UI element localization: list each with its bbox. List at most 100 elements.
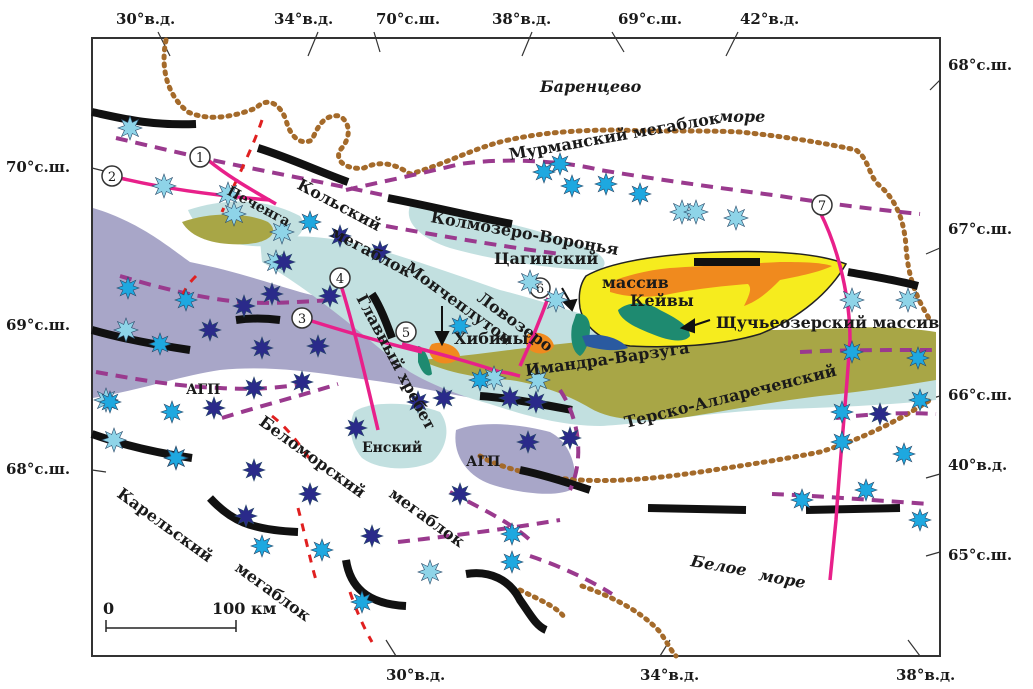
star-marker-light-icon	[669, 199, 695, 225]
star-marker-light-icon	[215, 181, 241, 207]
label-barents-1: Баренцево	[539, 77, 642, 96]
keivy-orange-bands	[610, 262, 832, 306]
profile-number-6: 6	[536, 282, 544, 297]
star-marker-dark-icon	[432, 386, 456, 410]
star-marker-cyan-icon	[908, 388, 932, 412]
star-marker-dark-icon	[498, 386, 522, 410]
label-shchuch: Щучьеозерский массив	[716, 313, 939, 332]
star-marker-dark-icon	[250, 336, 274, 360]
star-marker-dark-icon	[202, 396, 226, 420]
coord-right-2: 67°с.ш.	[948, 220, 1012, 238]
star-marker-dark-icon	[198, 318, 222, 342]
star-markers	[93, 115, 932, 614]
profile-lines	[119, 158, 852, 581]
profile-number-4: 4	[336, 272, 344, 287]
star-marker-dark-icon	[516, 430, 540, 454]
teal-strip-west	[571, 313, 590, 356]
coord-top-5: 69°с.ш.	[618, 10, 682, 28]
star-marker-light-icon	[839, 287, 865, 313]
star-marker-light-icon	[895, 287, 921, 313]
star-marker-cyan-icon	[350, 590, 374, 614]
star-marker-cyan-icon	[560, 174, 584, 198]
star-marker-light-icon	[117, 115, 143, 141]
star-marker-cyan-icon	[500, 522, 524, 546]
star-marker-light-icon	[723, 205, 749, 231]
profile-number-1: 1	[196, 151, 204, 166]
coord-right-4: 40°в.д.	[948, 456, 1007, 474]
star-marker-cyan-icon	[160, 400, 184, 424]
coord-bottom-3: 38°в.д.	[896, 666, 955, 684]
star-marker-dark-icon	[306, 334, 330, 358]
coord-left-2: 69°с.ш.	[6, 316, 70, 334]
star-marker-light-icon	[151, 173, 177, 199]
coord-top-2: 34°в.д.	[274, 10, 333, 28]
star-marker-dark-icon	[232, 294, 256, 318]
star-marker-cyan-icon	[790, 488, 814, 512]
star-marker-cyan-icon	[164, 446, 188, 470]
label-ensky: Енский	[362, 439, 422, 456]
coord-top-4: 38°в.д.	[492, 10, 551, 28]
star-marker-cyan-icon	[892, 442, 916, 466]
star-marker-light-icon	[417, 559, 443, 585]
star-marker-dark-icon	[328, 224, 352, 248]
star-marker-cyan-icon	[830, 430, 854, 454]
block-boundaries	[95, 136, 937, 596]
profile-number-2: 2	[108, 170, 116, 185]
star-marker-dark-icon	[242, 458, 266, 482]
scale-zero: 0	[103, 599, 114, 618]
star-marker-dark-icon	[260, 282, 284, 306]
olive-pechenga	[182, 214, 274, 245]
star-marker-cyan-icon	[840, 340, 864, 364]
coord-top-6: 42°в.д.	[740, 10, 799, 28]
star-marker-cyan-icon	[116, 276, 140, 300]
star-marker-cyan-icon	[548, 152, 572, 176]
star-marker-light-icon	[113, 317, 139, 343]
star-marker-light-icon	[543, 287, 569, 313]
star-marker-cyan-icon	[854, 478, 878, 502]
star-marker-dark-icon	[318, 284, 342, 308]
arrow-pointer-icon	[434, 287, 711, 347]
star-marker-cyan-icon	[298, 210, 322, 234]
coord-left-3: 68°с.ш.	[6, 460, 70, 478]
blue-strip	[582, 334, 628, 351]
coord-right-3: 66°с.ш.	[948, 386, 1012, 404]
label-tsaginsky: Цагинский	[494, 249, 598, 268]
coord-bottom-1: 30°в.д.	[386, 666, 445, 684]
star-marker-light-icon	[683, 199, 709, 225]
star-marker-light-icon	[221, 201, 247, 227]
profile-number-7: 7	[818, 199, 826, 214]
star-marker-dark-icon	[272, 250, 296, 274]
star-marker-cyan-icon	[906, 346, 930, 370]
coord-right-5: 65°с.ш.	[948, 546, 1012, 564]
star-marker-cyan-icon	[500, 550, 524, 574]
label-amp: АГП	[186, 382, 220, 398]
star-marker-cyan-icon	[532, 160, 556, 184]
star-marker-light-icon	[101, 427, 127, 453]
coord-left-1: 70°с.ш.	[6, 158, 70, 176]
profile-number-3: 3	[298, 312, 306, 327]
label-barents-2: море	[718, 107, 765, 126]
label-agp: АГП	[466, 454, 500, 470]
star-marker-dark-icon	[290, 370, 314, 394]
star-marker-light-icon	[525, 367, 551, 393]
star-marker-cyan-icon	[830, 400, 854, 424]
star-marker-cyan-icon	[174, 288, 198, 312]
star-marker-dark-icon	[234, 504, 258, 528]
star-marker-dark-icon	[868, 402, 892, 426]
coord-right-1: 68°с.ш.	[948, 56, 1012, 74]
star-marker-cyan-icon	[250, 534, 274, 558]
label-massiv: массив	[602, 273, 669, 292]
star-marker-light-icon	[517, 269, 543, 295]
star-marker-dark-icon	[448, 482, 472, 506]
profile-number-5: 5	[402, 326, 410, 341]
star-marker-dark-icon	[360, 524, 384, 548]
star-marker-dark-icon	[558, 426, 582, 450]
star-marker-light-icon	[269, 219, 295, 245]
star-marker-cyan-icon	[628, 182, 652, 206]
star-marker-dark-icon	[368, 240, 392, 264]
graticule-ticks	[91, 31, 941, 657]
profile-number-labels: 1 2 3 4 5 6 7	[108, 151, 826, 341]
star-marker-dark-icon	[524, 390, 548, 414]
scale-length: 100 км	[212, 599, 277, 618]
